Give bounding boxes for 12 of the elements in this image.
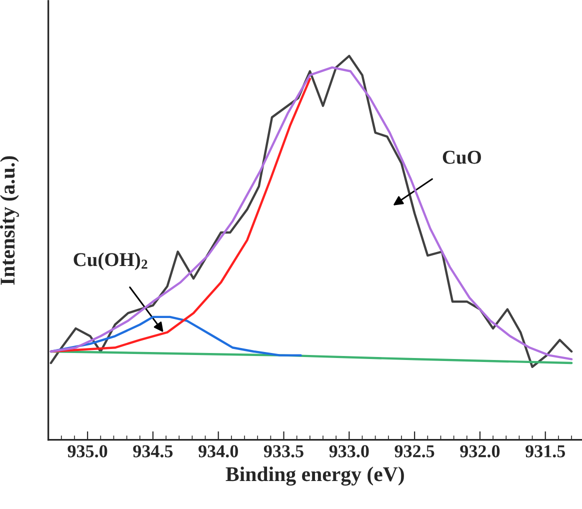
x-tick-label: 931.5 bbox=[526, 445, 566, 458]
x-tick-label: 933.5 bbox=[264, 445, 304, 458]
annotation: Cu(OH)$_{2}$ bbox=[74, 252, 148, 270]
x-tick-label: 932.0 bbox=[460, 445, 500, 458]
x-tick-label: 934.0 bbox=[198, 445, 238, 458]
x-tick-label: 935.0 bbox=[68, 445, 108, 458]
x-tick-label: 932.5 bbox=[394, 445, 434, 458]
annotation: CuO bbox=[442, 150, 481, 164]
y-axis-title: Intensity (a.u.) bbox=[0, 156, 19, 285]
x-axis-title: Binding energy (eV) bbox=[226, 466, 404, 486]
x-tick-label: 934.5 bbox=[133, 445, 173, 458]
x-tick-label: 933.0 bbox=[329, 445, 369, 458]
